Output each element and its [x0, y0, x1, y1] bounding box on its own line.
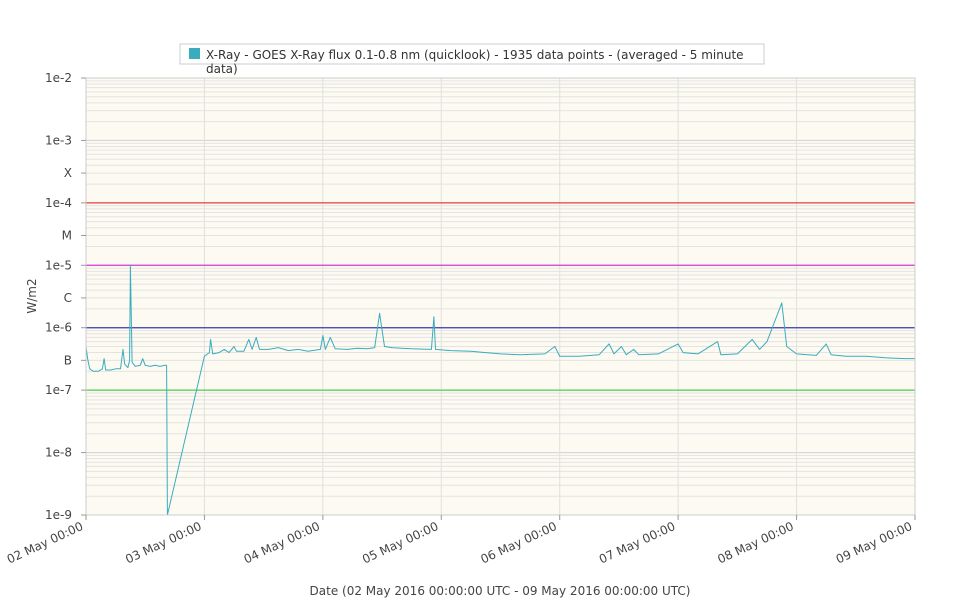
grid [85, 78, 916, 516]
legend-label-continued: data) [206, 62, 238, 76]
x-tick-label: 05 May 00:00 [360, 519, 441, 566]
y-tick-label: 1e-9 [45, 508, 72, 522]
x-tick-label: 09 May 00:00 [834, 519, 915, 566]
y-tick-label: 1e-4 [45, 196, 72, 210]
x-axis-ticks: 02 May 00:00 03 May 00:00 04 May 00:00 05 M… [5, 515, 916, 566]
y-tick-label: 1e-6 [45, 321, 72, 335]
legend-label: X-Ray - GOES X-Ray flux 0.1-0.8 nm (quic… [206, 48, 744, 62]
y-tick-label: 1e-7 [45, 383, 72, 397]
x-tick-label: 04 May 00:00 [242, 519, 323, 566]
legend-swatch [189, 48, 200, 59]
y-tick-label: 1e-2 [45, 71, 72, 85]
x-tick-label: 06 May 00:00 [478, 519, 559, 566]
series-layer [85, 264, 915, 516]
y-tick-label: 1e-3 [45, 133, 72, 147]
series-line [85, 264, 915, 516]
x-tick-label: 02 May 00:00 [5, 519, 86, 566]
plot-border [85, 77, 916, 516]
y-tick-label: M [62, 228, 72, 242]
plot-background [86, 78, 915, 515]
x-tick-label: 08 May 00:00 [715, 519, 796, 566]
y-tick-label: X [64, 166, 72, 180]
x-tick-label: 07 May 00:00 [597, 519, 678, 566]
legend[interactable]: X-Ray - GOES X-Ray flux 0.1-0.8 nm (quic… [179, 43, 765, 76]
y-tick-label: 1e-5 [45, 258, 72, 272]
x-tick-label: 03 May 00:00 [123, 519, 204, 566]
legend-box [179, 43, 765, 65]
y-tick-label: B [64, 353, 72, 367]
x-axis-title: Date (02 May 2016 00:00:00 UTC - 09 May … [310, 584, 691, 598]
threshold-lines [86, 202, 915, 391]
y-axis-title: W/m2 [25, 278, 39, 313]
y-axis-ticks: 1e-9 1e-8 1e-7 B 1e-6 C 1e-5 M 1e-4 X 1e-3 1e-2 [45, 71, 86, 522]
y-tick-label: C [64, 291, 72, 305]
y-tick-label: 1e-8 [45, 446, 72, 460]
